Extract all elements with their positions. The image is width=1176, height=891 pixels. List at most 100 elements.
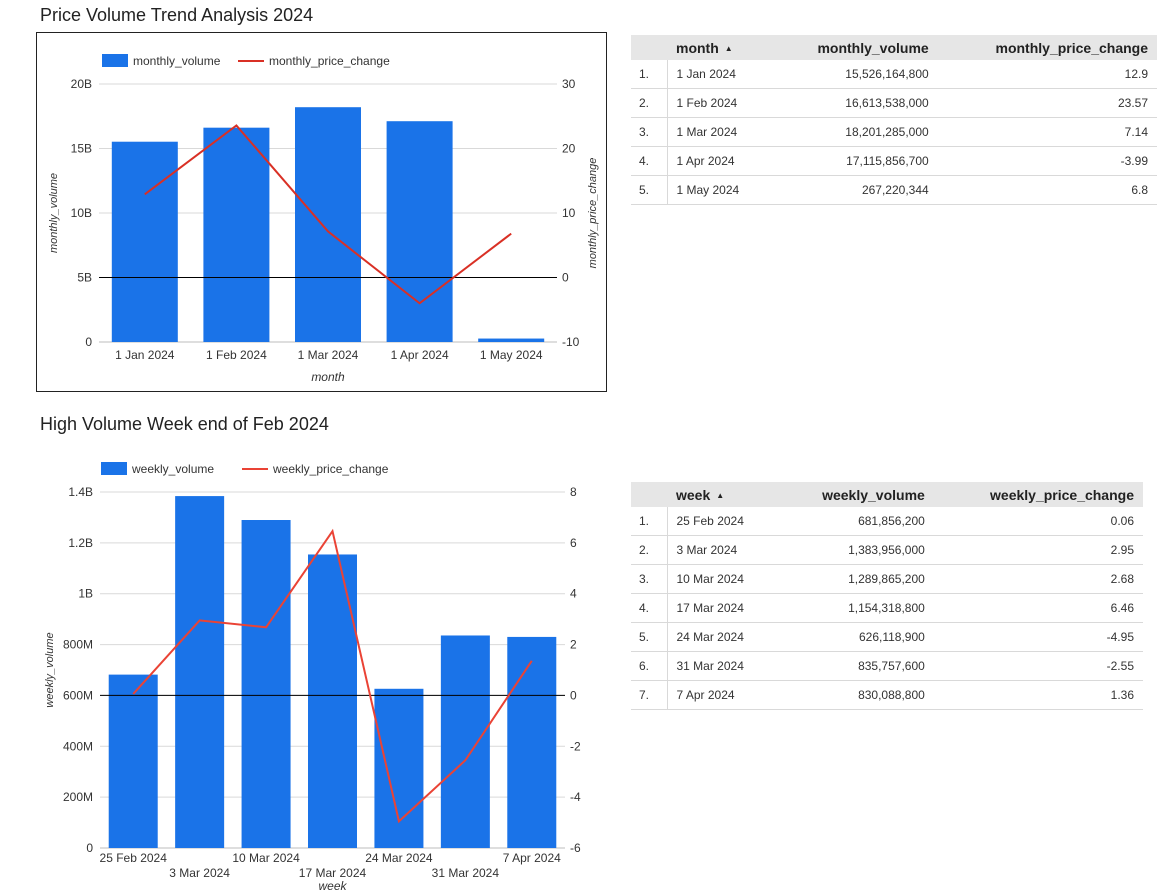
row-price-change: 7.14 bbox=[937, 117, 1157, 147]
y2-tick-label: 10 bbox=[562, 206, 576, 220]
table-row[interactable]: 5. 24 Mar 2024 626,118,900 -4.95 bbox=[631, 622, 1143, 652]
row-date: 1 Feb 2024 bbox=[667, 88, 772, 118]
y-tick-label: 400M bbox=[63, 739, 93, 753]
legend-label: monthly_price_change bbox=[269, 54, 390, 68]
table-row[interactable]: 3. 1 Mar 2024 18,201,285,000 7.14 bbox=[631, 117, 1157, 147]
bar bbox=[478, 338, 545, 342]
y-axis-title: weekly_volume bbox=[44, 632, 56, 707]
y-tick-label: 1.4B bbox=[68, 485, 93, 499]
sort-ascending-icon: ▲ bbox=[716, 491, 725, 501]
table-row[interactable]: 7. 7 Apr 2024 830,088,800 1.36 bbox=[631, 680, 1143, 710]
row-date: 17 Mar 2024 bbox=[667, 593, 778, 623]
bar bbox=[374, 688, 424, 848]
table-row[interactable]: 4. 17 Mar 2024 1,154,318,800 6.46 bbox=[631, 593, 1143, 623]
row-date: 24 Mar 2024 bbox=[667, 622, 778, 652]
row-date: 1 May 2024 bbox=[667, 175, 772, 205]
legend-swatch-bar bbox=[101, 462, 127, 475]
row-volume: 830,088,800 bbox=[777, 680, 934, 710]
column-header-weekly-volume[interactable]: weekly_volume bbox=[777, 482, 934, 507]
row-index: 3. bbox=[631, 564, 668, 594]
row-date: 25 Feb 2024 bbox=[667, 507, 778, 536]
y-tick-label: 0 bbox=[85, 335, 92, 349]
x-tick-label: 1 Apr 2024 bbox=[391, 348, 449, 362]
row-date: 1 Mar 2024 bbox=[667, 117, 772, 147]
table-row[interactable]: 2. 1 Feb 2024 16,613,538,000 23.57 bbox=[631, 88, 1157, 118]
row-date: 31 Mar 2024 bbox=[667, 651, 778, 681]
row-date: 1 Jan 2024 bbox=[667, 60, 772, 89]
row-index: 4. bbox=[631, 593, 668, 623]
y2-tick-label: 0 bbox=[570, 688, 577, 702]
bar bbox=[386, 121, 453, 343]
legend-swatch-bar bbox=[102, 54, 128, 67]
row-price-change: -2.55 bbox=[933, 651, 1143, 681]
x-tick-label: 7 Apr 2024 bbox=[503, 851, 561, 865]
row-price-change: 0.06 bbox=[933, 507, 1143, 536]
table-row[interactable]: 5. 1 May 2024 267,220,344 6.8 bbox=[631, 175, 1157, 205]
weekly-chart-title: High Volume Week end of Feb 2024 bbox=[40, 414, 329, 434]
row-date: 1 Apr 2024 bbox=[667, 146, 772, 176]
row-index: 2. bbox=[631, 535, 668, 565]
sort-ascending-icon: ▲ bbox=[724, 44, 733, 54]
table-row[interactable]: 4. 1 Apr 2024 17,115,856,700 -3.99 bbox=[631, 146, 1157, 176]
bar bbox=[241, 520, 291, 848]
column-header-monthly-volume[interactable]: monthly_volume bbox=[771, 35, 938, 60]
row-volume: 17,115,856,700 bbox=[771, 146, 938, 176]
legend-label: weekly_volume bbox=[131, 462, 214, 476]
row-price-change: 12.9 bbox=[937, 60, 1157, 89]
y-axis-title: monthly_volume bbox=[48, 173, 60, 253]
monthly-chart-title: Price Volume Trend Analysis 2024 bbox=[40, 5, 314, 25]
y-tick-label: 600M bbox=[63, 688, 93, 702]
x-tick-label: 1 Feb 2024 bbox=[206, 348, 267, 362]
table-header-row: week ▲ weekly_volume weekly_price_change bbox=[631, 482, 1143, 507]
row-volume: 18,201,285,000 bbox=[771, 117, 938, 147]
table-row[interactable]: 3. 10 Mar 2024 1,289,865,200 2.68 bbox=[631, 564, 1143, 594]
table-row[interactable]: 1. 1 Jan 2024 15,526,164,800 12.9 bbox=[631, 60, 1157, 89]
column-header-monthly-price-change[interactable]: monthly_price_change bbox=[937, 35, 1157, 60]
row-index: 1. bbox=[631, 60, 668, 89]
column-header-month[interactable]: month ▲ bbox=[667, 35, 772, 60]
table-header-row: month ▲ monthly_volume monthly_price_chan… bbox=[631, 35, 1157, 60]
monthly-combo-chart: 0 5B 10B 15B 20B -10 0 10 20 30 1 Jan 2024 1 Feb 20… bbox=[36, 32, 607, 392]
bar bbox=[507, 636, 557, 848]
row-date: 7 Apr 2024 bbox=[667, 680, 778, 710]
row-volume: 16,613,538,000 bbox=[771, 88, 938, 118]
weekly-combo-chart: 0 200M 400M 600M 800M 1B 1.2B 1.4B -6 -4 -2 0 2 4 6 8 25… bbox=[44, 462, 581, 891]
y2-tick-label: -10 bbox=[562, 335, 580, 349]
y-tick-label: 10B bbox=[71, 206, 92, 220]
table-row[interactable]: 2. 3 Mar 2024 1,383,956,000 2.95 bbox=[631, 535, 1143, 565]
row-index: 7. bbox=[631, 680, 668, 710]
column-header-weekly-price-change[interactable]: weekly_price_change bbox=[933, 482, 1143, 507]
y-tick-label: 800M bbox=[63, 638, 93, 652]
row-volume: 626,118,900 bbox=[777, 622, 934, 652]
y-tick-label: 5B bbox=[77, 271, 92, 285]
row-price-change: -4.95 bbox=[933, 622, 1143, 652]
table-row[interactable]: 6. 31 Mar 2024 835,757,600 -2.55 bbox=[631, 651, 1143, 681]
bar bbox=[440, 635, 490, 848]
row-volume: 1,383,956,000 bbox=[777, 535, 934, 565]
weekly-data-table: week ▲ weekly_volume weekly_price_change … bbox=[631, 482, 1143, 710]
row-index: 6. bbox=[631, 651, 668, 681]
bar bbox=[203, 127, 270, 342]
row-price-change: -3.99 bbox=[937, 146, 1157, 176]
row-index: 5. bbox=[631, 175, 668, 205]
y2-tick-label: -4 bbox=[570, 790, 581, 804]
bar bbox=[295, 107, 361, 342]
x-tick-label: 10 Mar 2024 bbox=[232, 851, 300, 865]
monthly-data-table: month ▲ monthly_volume monthly_price_chan… bbox=[631, 35, 1157, 205]
bar bbox=[308, 554, 357, 848]
table-row[interactable]: 1. 25 Feb 2024 681,856,200 0.06 bbox=[631, 507, 1143, 536]
row-index: 3. bbox=[631, 117, 668, 147]
column-header-week[interactable]: week ▲ bbox=[667, 482, 778, 507]
price-change-line bbox=[132, 528, 533, 824]
column-header-index bbox=[631, 35, 667, 60]
legend-label: weekly_price_change bbox=[272, 462, 389, 476]
x-tick-label: 1 Mar 2024 bbox=[298, 348, 359, 362]
x-tick-label: 17 Mar 2024 bbox=[299, 866, 367, 880]
row-volume: 681,856,200 bbox=[777, 507, 934, 536]
x-tick-label: 25 Feb 2024 bbox=[100, 851, 168, 865]
y2-tick-label: 4 bbox=[570, 587, 577, 601]
bar bbox=[111, 141, 178, 342]
y2-tick-label: 2 bbox=[570, 638, 577, 652]
row-price-change: 2.95 bbox=[933, 535, 1143, 565]
row-price-change: 2.68 bbox=[933, 564, 1143, 594]
